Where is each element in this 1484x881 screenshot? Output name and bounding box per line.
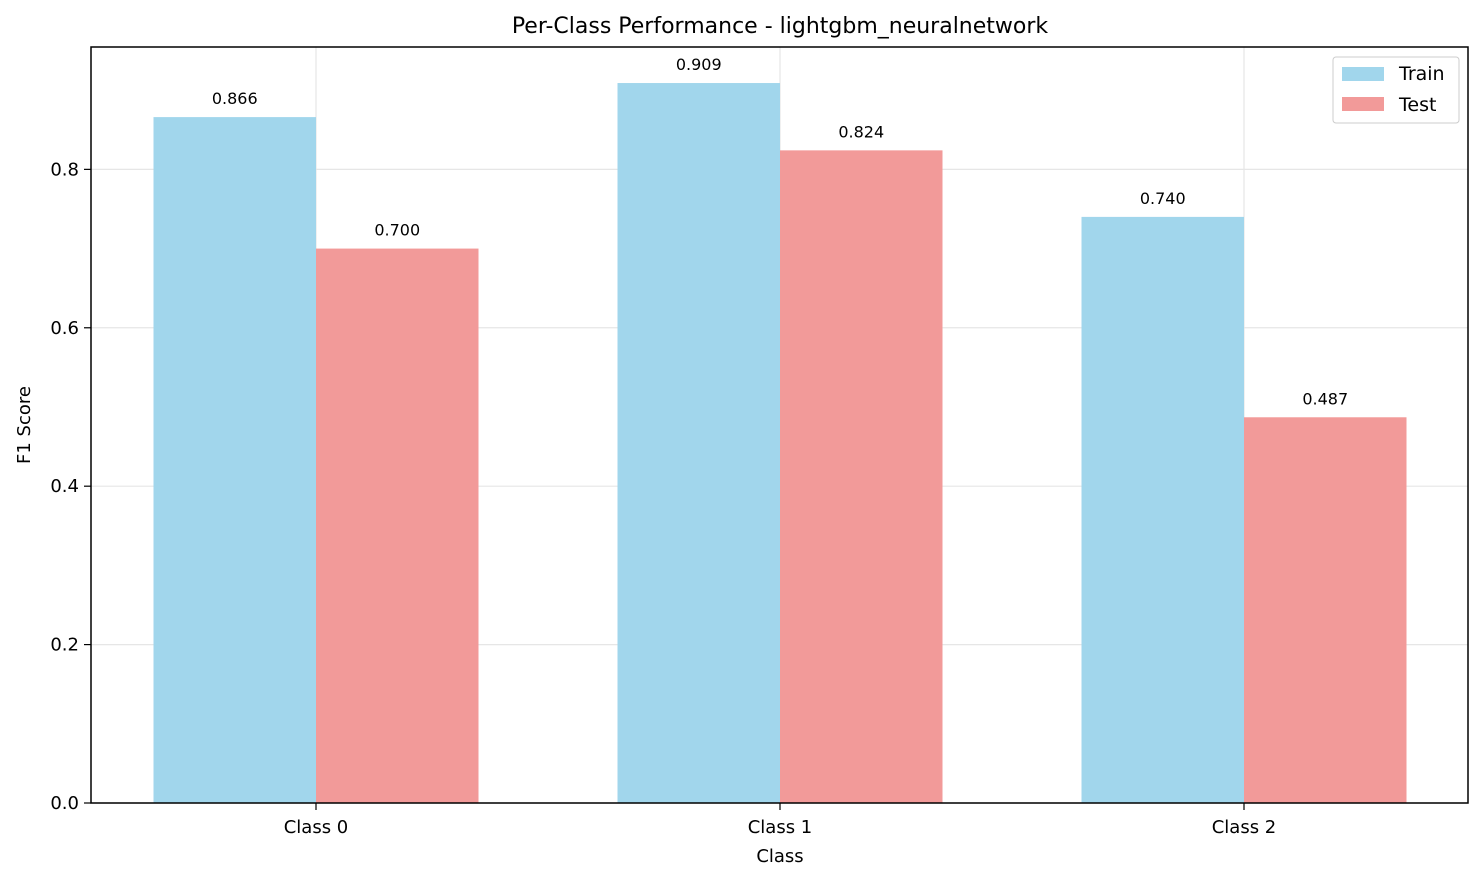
bar-value-label: 0.700 — [374, 221, 420, 240]
bar-train-0 — [153, 117, 316, 803]
legend-label-test: Test — [1398, 94, 1436, 116]
y-tick-label: 0.6 — [50, 318, 79, 339]
y-tick-label: 0.2 — [50, 635, 79, 656]
bar-value-label: 0.866 — [212, 89, 258, 108]
x-tick-label: Class 2 — [1212, 817, 1277, 838]
legend: Train Test — [1332, 56, 1460, 124]
y-axis: 0.0 0.2 0.4 0.6 0.8 — [50, 159, 91, 814]
bar-value-label: 0.909 — [676, 55, 722, 74]
bar-test-2 — [1244, 417, 1407, 803]
x-tick-label: Class 0 — [284, 817, 349, 838]
bar-train-2 — [1081, 216, 1244, 803]
x-axis: Class 0 Class 1 Class 2 — [284, 803, 1277, 838]
chart-title: Per-Class Performance - lightgbm_neuraln… — [512, 14, 1049, 39]
legend-swatch-train — [1342, 67, 1384, 81]
value-labels: 0.866 0.909 0.740 0.700 0.824 0.487 — [212, 55, 1348, 408]
x-tick-label: Class 1 — [748, 817, 813, 838]
y-tick-label: 0.0 — [50, 793, 79, 814]
legend-label-train: Train — [1398, 63, 1445, 85]
bar-value-label: 0.740 — [1140, 189, 1186, 208]
bar-train-1 — [617, 83, 780, 803]
bar-value-label: 0.487 — [1302, 389, 1348, 408]
legend-swatch-test — [1342, 97, 1384, 111]
y-tick-label: 0.4 — [50, 476, 79, 497]
bar-test-0 — [316, 248, 479, 803]
y-axis-label: F1 Score — [14, 386, 35, 464]
bar-value-label: 0.824 — [838, 122, 884, 141]
x-axis-label: Class — [756, 846, 803, 867]
bar-test-1 — [780, 150, 943, 804]
y-tick-label: 0.8 — [50, 159, 79, 180]
bars — [153, 83, 1407, 804]
